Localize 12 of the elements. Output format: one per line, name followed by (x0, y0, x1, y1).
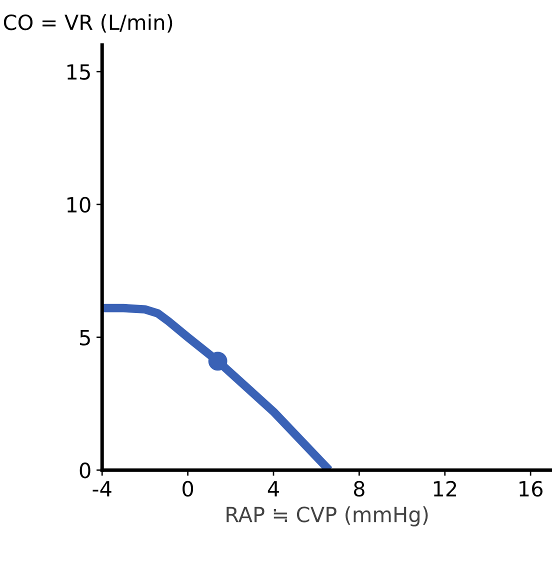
x-tick-label: 8 (354, 480, 364, 497)
x-tick-label: 12 (434, 480, 456, 496)
y-tick-label: 0 (80, 462, 90, 478)
y-axis-title: CO = VR (L/min) (4, 14, 172, 33)
y-tick-label: 15 (67, 64, 90, 80)
y-tick-label: 10 (67, 196, 90, 213)
x-tick-label: 16 (520, 480, 543, 497)
x-tick-label: 0 (182, 480, 194, 497)
x-axis-title: RAP ≒ CVP (mmHg) (226, 506, 428, 526)
x-tick-label: 4 (268, 481, 279, 496)
y-tick-label: 5 (80, 330, 90, 346)
x-tick-label: -4 (92, 481, 112, 496)
